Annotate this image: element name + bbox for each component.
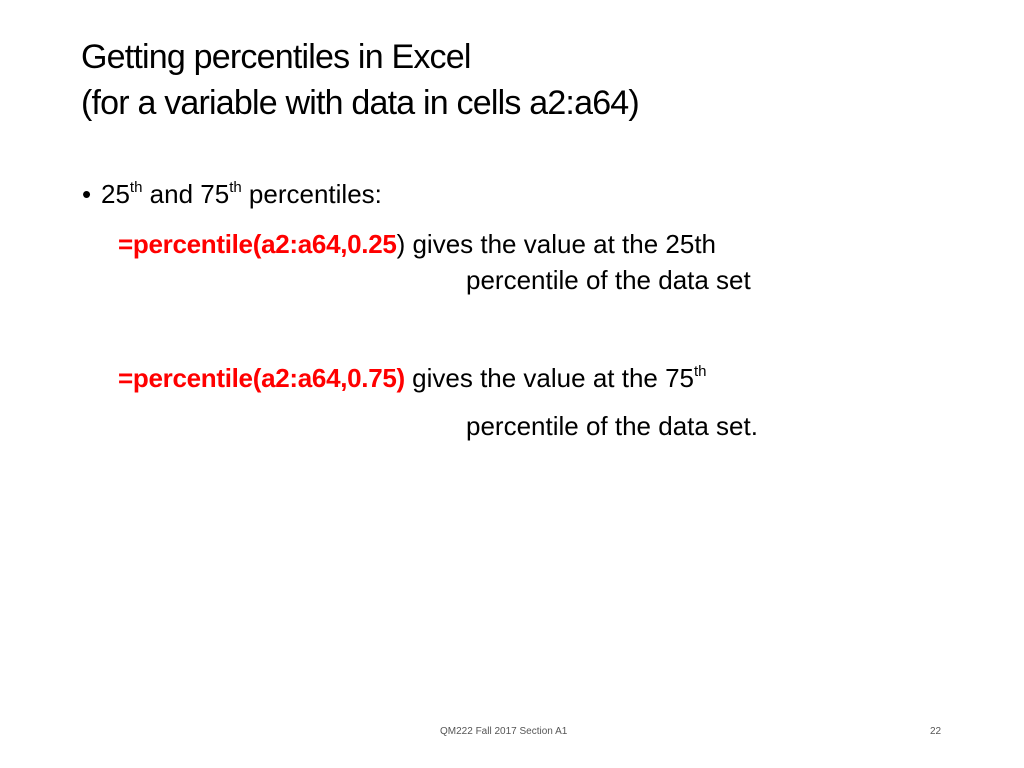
bullet-num: 25	[101, 179, 130, 209]
formula-1-line-1: =percentile(a2:a64,0.25) gives the value…	[118, 226, 716, 262]
formula-2-code: =percentile(a2:a64,0.75)	[118, 363, 405, 393]
bullet-percentiles: • 25th and 75th percentiles:	[82, 176, 382, 212]
formula-2-line-2: percentile of the data set.	[466, 411, 758, 441]
slide-number: 22	[930, 726, 942, 737]
formula-1-close-paren: )	[396, 229, 406, 259]
bullet-end: percentiles:	[241, 179, 382, 209]
title-line-2: (for a variable with data in cells a2:a6…	[81, 84, 640, 122]
bullet-dot-icon: •	[82, 179, 92, 209]
formula-1-code: =percentile(a2:a64,0.25	[118, 229, 397, 259]
slide-title: Getting percentiles in Excel (for a vari…	[81, 34, 981, 126]
title-line-1: Getting percentiles in Excel	[81, 38, 471, 76]
footer-course: QM222 Fall 2017 Section A1	[440, 726, 568, 737]
formula-1-line-2: percentile of the data set	[466, 265, 751, 295]
bullet-sup-1: th	[129, 179, 143, 196]
formula-2-sup: th	[694, 363, 707, 380]
formula-2-line-1: =percentile(a2:a64,0.75) gives the value…	[118, 360, 707, 396]
formula-1-desc: gives the value at the 25th	[405, 229, 717, 259]
bullet-mid: and 75	[142, 179, 230, 209]
bullet-sup-2: th	[229, 179, 242, 196]
formula-2-desc: gives the value at the 75	[404, 363, 695, 393]
